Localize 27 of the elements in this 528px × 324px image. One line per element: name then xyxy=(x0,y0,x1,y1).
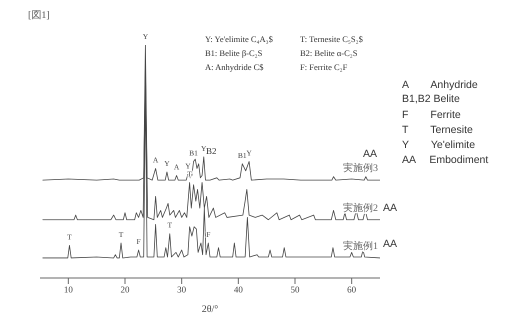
text: AA xyxy=(383,238,398,250)
text: Y Ye'elimite xyxy=(402,138,476,152)
x-tick-label: 10 xyxy=(64,284,74,294)
series-label: 実施例3 xyxy=(343,162,378,174)
text: B1,B2 Belite xyxy=(402,93,460,105)
x-axis-title: 2θ/° xyxy=(202,304,218,315)
x-tick-label: 30 xyxy=(177,284,187,294)
x-tick-label: 50 xyxy=(290,284,300,294)
text: T Ternesite xyxy=(402,123,473,137)
x-tick-label: 60 xyxy=(347,284,357,294)
text: AA Embodiment xyxy=(402,153,488,167)
text: T: Ternesite C₅S₂$ xyxy=(300,34,363,44)
annotation: AA xyxy=(363,148,378,160)
series-label: 実施例2 xyxy=(343,202,378,214)
text: Y: Ye'elimite C₄A₃$ xyxy=(205,34,273,44)
annotation: F: Ferrite C₂F xyxy=(300,62,348,72)
series-label: 実施例1 xyxy=(343,240,378,252)
text: AA xyxy=(383,202,398,214)
annotation: B1: Belite β-C₂S xyxy=(205,48,262,58)
x-tick-label: 20 xyxy=(120,284,130,294)
text: A Anhydride xyxy=(402,78,478,92)
annotation: B2 xyxy=(206,146,217,156)
x-tick-label: 40 xyxy=(234,284,244,294)
chart-title: [図1] xyxy=(28,9,50,22)
text: F Ferrite xyxy=(402,108,461,122)
annotation: B2: Belite α-C₂S xyxy=(300,48,358,58)
annotation: A: Anhydride C$ xyxy=(205,62,264,72)
